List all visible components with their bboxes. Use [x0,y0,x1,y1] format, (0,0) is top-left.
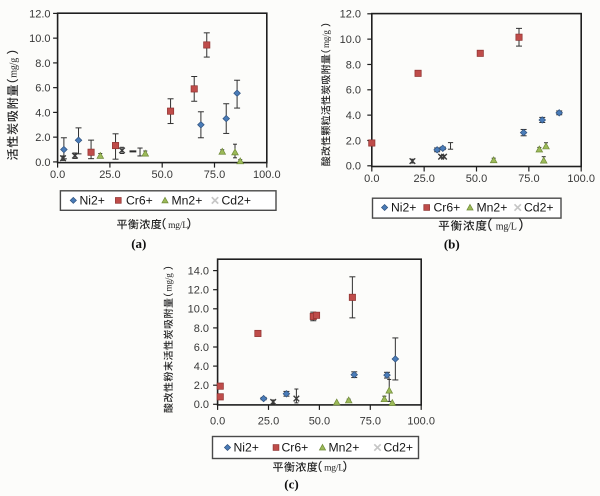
svg-text:75.0: 75.0 [204,169,225,181]
svg-text:Cr6+: Cr6+ [282,441,309,455]
svg-text:25.0: 25.0 [99,169,120,181]
svg-text:Ni2+: Ni2+ [391,201,416,215]
svg-text:50.0: 50.0 [466,173,487,185]
svg-text:50.0: 50.0 [309,416,330,428]
svg-text:12.0: 12.0 [188,285,209,297]
svg-text:0.0: 0.0 [35,157,50,169]
svg-text:0.0: 0.0 [50,169,65,181]
svg-text:mg/L: mg/L [496,221,517,232]
svg-text:2.0: 2.0 [35,132,50,144]
svg-text:12.0: 12.0 [340,9,361,21]
svg-text:Cr6+: Cr6+ [434,201,461,215]
svg-text:4.0: 4.0 [346,110,361,122]
svg-text:0.0: 0.0 [210,416,225,428]
svg-text:2.0: 2.0 [346,135,361,147]
svg-text:10.0: 10.0 [188,304,209,316]
svg-text:25.0: 25.0 [413,173,434,185]
svg-text:100.0: 100.0 [407,416,435,428]
svg-text:Mn2+: Mn2+ [477,201,508,215]
svg-text:mg/L: mg/L [168,221,188,231]
svg-text:8.0: 8.0 [346,59,361,71]
svg-text:mg/g: mg/g [321,30,331,48]
svg-text:100.0: 100.0 [253,169,281,181]
svg-text:mg/g: mg/g [9,58,20,78]
svg-text:Cr6+: Cr6+ [126,194,153,208]
svg-text:Cd2+: Cd2+ [222,194,251,208]
svg-text:Ni2+: Ni2+ [80,194,105,208]
svg-text:6.0: 6.0 [346,85,361,97]
svg-text:14.0: 14.0 [188,266,209,278]
svg-text:(a): (a) [131,236,146,251]
svg-text:0.0: 0.0 [364,173,379,185]
svg-text:0.0: 0.0 [194,399,209,411]
svg-text:mg/g: mg/g [164,273,174,292]
svg-text:Ni2+: Ni2+ [234,441,259,455]
svg-text:8.0: 8.0 [35,58,50,70]
svg-text:Mn2+: Mn2+ [329,441,360,455]
svg-text:4.0: 4.0 [35,107,50,119]
svg-text:75.0: 75.0 [360,416,381,428]
svg-text:4.0: 4.0 [194,361,209,373]
svg-text:8.0: 8.0 [194,323,209,335]
svg-text:10.0: 10.0 [340,34,361,46]
svg-text:6.0: 6.0 [35,83,50,95]
svg-text:2.0: 2.0 [194,380,209,392]
svg-text:0.0: 0.0 [346,161,361,173]
svg-text:25.0: 25.0 [258,416,279,428]
svg-text:10.0: 10.0 [29,33,50,45]
svg-text:100.0: 100.0 [567,173,595,185]
svg-text:Mn2+: Mn2+ [172,194,203,208]
svg-text:6.0: 6.0 [194,342,209,354]
svg-text:mg/L: mg/L [324,464,344,474]
svg-text:12.0: 12.0 [29,8,50,20]
svg-text:50.0: 50.0 [151,169,172,181]
svg-text:75.0: 75.0 [518,173,539,185]
svg-text:(c): (c) [284,477,298,492]
svg-text:(b): (b) [444,237,460,252]
svg-text:Cd2+: Cd2+ [524,201,553,215]
svg-text:Cd2+: Cd2+ [384,441,413,455]
